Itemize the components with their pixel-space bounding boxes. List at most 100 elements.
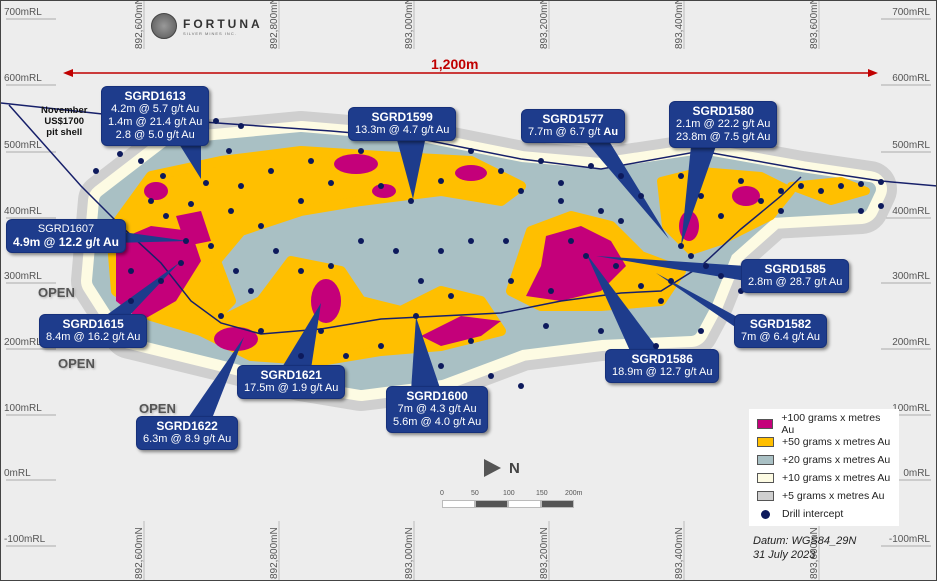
northing-label: 893,200mN <box>539 527 550 579</box>
rl-label: 700mRL <box>4 7 42 18</box>
drill-intercept <box>258 223 264 229</box>
drill-intercept <box>183 238 189 244</box>
drill-intercept <box>158 278 164 284</box>
logo-subtitle: SILVER MINES INC. <box>183 30 237 36</box>
drill-intercept <box>248 288 254 294</box>
northing-label: 893,400mN <box>674 527 685 579</box>
drill-intercept <box>688 253 694 259</box>
rl-label: -100mRL <box>888 534 930 545</box>
distance-arrow <box>63 69 878 77</box>
drill-intercept <box>233 268 239 274</box>
callout-sgrd1585: SGRD1585 2.8m @ 28.7 g/t Au <box>741 259 850 293</box>
drill-intercept <box>758 198 764 204</box>
northing-label: 892,600mN <box>134 527 145 579</box>
scale-label: 50 <box>471 490 479 497</box>
grid-lines <box>6 1 931 580</box>
drill-intercept <box>343 353 349 359</box>
callout-sgrd1607: SGRD1607 4.9m @ 12.2 g/t Au <box>6 219 126 253</box>
drill-intercept <box>718 213 724 219</box>
rl-label: 300mRL <box>4 271 42 282</box>
swatch-20 <box>757 455 774 465</box>
scale-label: 150 <box>536 490 548 497</box>
coin-icon <box>151 13 177 39</box>
rl-label: 400mRL <box>892 206 930 217</box>
drill-intercept <box>418 278 424 284</box>
callout-pointer <box>586 253 661 353</box>
drill-intercept <box>498 168 504 174</box>
drill-intercept <box>508 278 514 284</box>
drill-intercept <box>358 238 364 244</box>
drill-intercept <box>658 298 664 304</box>
rl-label: 600mRL <box>4 73 42 84</box>
callout-pointer <box>656 273 741 331</box>
drill-intercept <box>838 183 844 189</box>
drill-intercept <box>128 268 134 274</box>
drill-intercept <box>163 213 169 219</box>
datum-note: Datum: WGS84_29N 31 July 2023 <box>753 535 857 561</box>
drill-intercept <box>678 243 684 249</box>
drill-intercept <box>128 298 134 304</box>
logo-name: FORTUNA <box>183 16 263 31</box>
drill-intercept <box>818 188 824 194</box>
scale-label: 200m <box>565 490 583 497</box>
drill-intercept <box>328 180 334 186</box>
rl-label: 700mRL <box>892 7 930 18</box>
callout-sgrd1586: SGRD1586 18.9m @ 12.7 g/t Au <box>605 349 720 383</box>
swatch-10 <box>757 473 774 483</box>
drill-intercept <box>598 328 604 334</box>
callout-pointer <box>101 263 179 319</box>
drill-intercept <box>618 218 624 224</box>
contour-50gm <box>106 146 526 336</box>
drill-intercept <box>298 268 304 274</box>
northing-label: 893,000mN <box>404 527 415 579</box>
drill-intercept <box>698 328 704 334</box>
northing-label: 893,200mN <box>539 0 550 49</box>
rl-label: 200mRL <box>4 337 42 348</box>
drill-intercept <box>503 238 509 244</box>
drill-intercept <box>588 163 594 169</box>
drill-intercept <box>738 178 744 184</box>
drill-intercept <box>378 343 384 349</box>
drill-intercept <box>613 263 619 269</box>
drill-intercept <box>598 208 604 214</box>
callout-sgrd1622: SGRD1622 6.3m @ 8.9 g/t Au <box>136 416 239 450</box>
drill-intercept <box>638 193 644 199</box>
drill-intercept <box>228 208 234 214</box>
fortuna-logo: FORTUNA SILVER MINES INC. <box>151 13 263 39</box>
drill-intercept <box>878 179 884 185</box>
legend-item: +100 grams x metres Au <box>757 412 891 436</box>
drill-intercept <box>543 323 549 329</box>
drill-intercept <box>308 158 314 164</box>
drill-intercept <box>468 148 474 154</box>
drill-intercept <box>518 383 524 389</box>
north-arrow: N <box>484 459 520 477</box>
drill-intercept <box>378 183 384 189</box>
drill-intercept <box>160 173 166 179</box>
rl-label: 100mRL <box>4 403 42 414</box>
legend-item: +10 grams x metres Au <box>757 469 891 487</box>
drill-intercept <box>558 198 564 204</box>
drill-intercept <box>298 353 304 359</box>
drill-intercept <box>878 203 884 209</box>
drill-intercept <box>358 148 364 154</box>
drill-intercept <box>438 178 444 184</box>
drill-intercept <box>93 168 99 174</box>
drill-intercept <box>448 293 454 299</box>
callout-sgrd1582: SGRD1582 7m @ 6.4 g/t Au <box>734 314 828 348</box>
legend-item: +5 grams x metres Au <box>757 487 891 505</box>
rl-label: 0mRL <box>903 468 930 479</box>
north-label: N <box>509 459 520 477</box>
drill-intercept <box>468 338 474 344</box>
legend-item: +20 grams x metres Au <box>757 451 891 469</box>
callout-sgrd1580: SGRD1580 2.1m @ 22.2 g/t Au 23.8m @ 7.5 g/… <box>669 101 778 148</box>
drill-intercept <box>238 123 244 129</box>
northing-label: 892,800mN <box>269 527 280 579</box>
open-label: OPEN <box>139 401 176 416</box>
rl-label: 500mRL <box>892 140 930 151</box>
drill-intercept <box>226 148 232 154</box>
drill-intercept <box>213 118 219 124</box>
contour-50gm <box>787 177 870 205</box>
rl-label: 300mRL <box>892 271 930 282</box>
drill-intercepts <box>93 118 884 389</box>
drill-intercept <box>703 263 709 269</box>
